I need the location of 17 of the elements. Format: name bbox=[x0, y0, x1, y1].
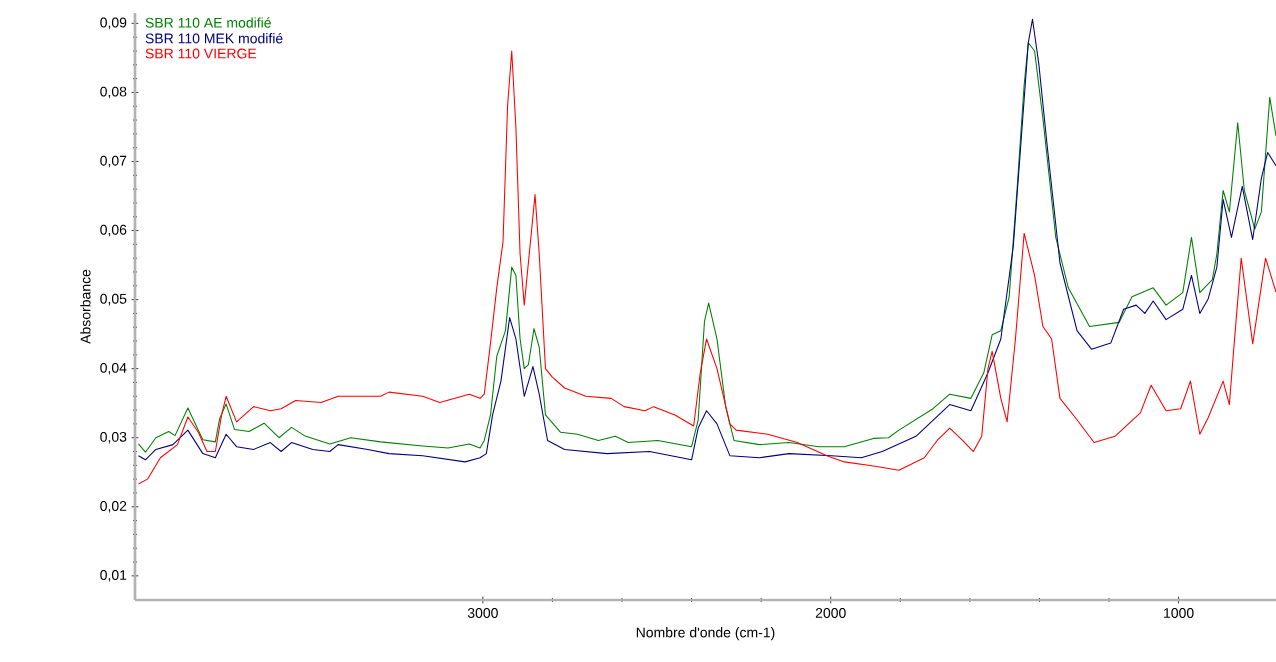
y-tick-label: 0,01 bbox=[100, 570, 127, 582]
y-tick-label: 0,07 bbox=[100, 155, 127, 168]
x-tick-label: 2000 bbox=[815, 608, 846, 618]
y-tick-label: 0,08 bbox=[100, 86, 127, 99]
y-tick-label: 0,04 bbox=[100, 362, 127, 375]
y-tick-label: 0,09 bbox=[100, 17, 127, 30]
text: SBR 110 VIERGE bbox=[145, 48, 257, 59]
y-axis-title: Absorbance bbox=[80, 269, 91, 344]
text: SBR 110 MEK modifié bbox=[145, 32, 283, 44]
x-tick-label: 1000 bbox=[1164, 608, 1194, 618]
text: SBR 110 AE modifié bbox=[145, 17, 271, 28]
x-axis-title: Nombre d'onde (cm-1) bbox=[636, 627, 775, 641]
x-tick-label: 3000 bbox=[467, 608, 498, 618]
y-tick-label: 0,02 bbox=[100, 501, 127, 513]
y-tick-label: 0,05 bbox=[100, 293, 127, 306]
y-tick-label: 0,03 bbox=[100, 431, 127, 444]
y-tick-label: 0,06 bbox=[100, 224, 127, 237]
